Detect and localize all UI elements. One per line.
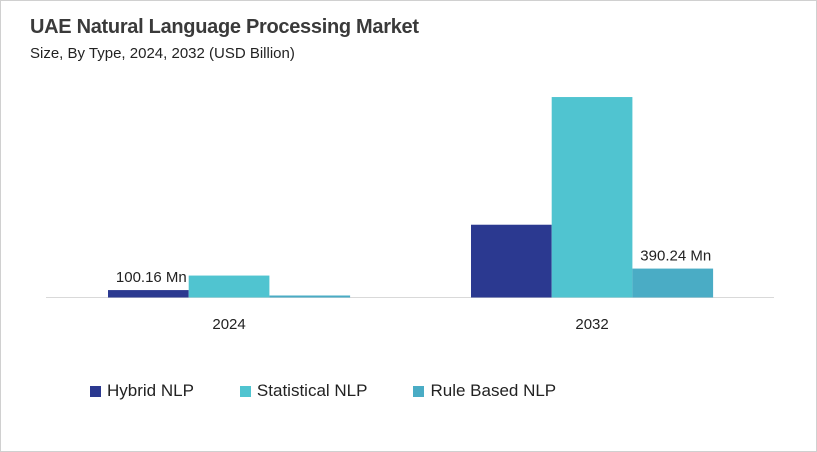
bar-rule-based-nlp-2032 [632,268,714,298]
x-tick-label: 2032 [575,316,608,333]
bar-statistical-nlp-2032 [551,97,633,298]
legend-swatch [239,385,251,397]
chart-subtitle: Size, By Type, 2024, 2032 (USD Billion) [30,45,295,62]
data-label: 100.16 Mn [116,269,187,286]
data-label: 390.24 Mn [640,248,711,265]
bar-rule-based-nlp-2024 [269,295,351,298]
legend-label: Statistical NLP [256,381,368,400]
legend-item: Rule Based NLP [413,381,556,401]
legend-item: Statistical NLP [239,381,368,401]
legend-item: Hybrid NLP [90,381,194,401]
bar-hybrid-nlp-2032 [471,224,552,298]
bar-hybrid-nlp-2024 [108,290,189,298]
chart-title: UAE Natural Language Processing Market [30,16,419,38]
legend-swatch [413,385,425,397]
x-tick-label: 2024 [212,316,245,333]
legend-label: Hybrid NLP [107,381,194,400]
legend: Hybrid NLP Statistical NLP Rule Based NLP [90,381,602,401]
legend-swatch [90,385,101,397]
bar-statistical-nlp-2024 [188,275,270,298]
legend-label: Rule Based NLP [430,381,557,400]
